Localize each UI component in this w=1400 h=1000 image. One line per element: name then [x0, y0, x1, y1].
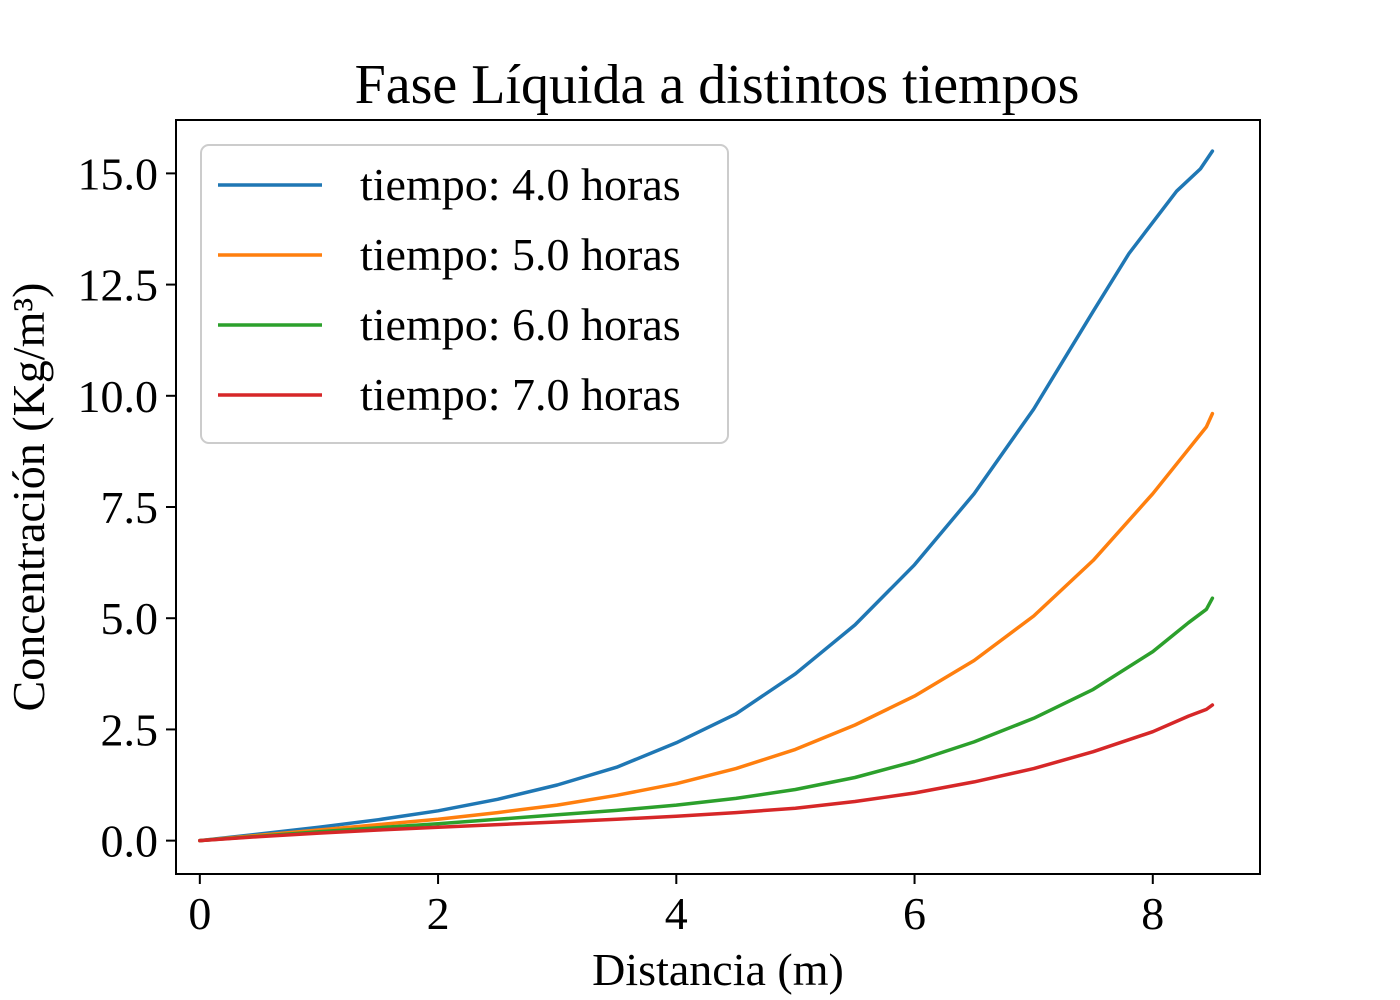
y-axis-ticks: 0.0 2.5 5.0 7.5 10.0 12.5 15.0	[78, 148, 176, 867]
x-tick-label: 2	[427, 888, 450, 939]
legend-label-1: tiempo: 4.0 horas	[360, 159, 681, 210]
legend-label-3: tiempo: 6.0 horas	[360, 299, 681, 350]
x-axis-ticks: 0 2 4 6 8	[188, 874, 1164, 939]
y-axis-label: Concentración (Kg/m³)	[3, 283, 54, 712]
legend-label-2: tiempo: 5.0 horas	[360, 229, 681, 280]
x-tick-label: 4	[665, 888, 688, 939]
y-tick-label: 12.5	[78, 260, 159, 311]
legend-box	[200, 144, 729, 444]
y-tick-label: 7.5	[101, 482, 159, 533]
plot-frame	[175, 119, 1261, 875]
series-line-2	[198, 411, 1215, 843]
x-tick-label: 8	[1141, 888, 1164, 939]
legend-items: tiempo: 4.0 horas tiempo: 5.0 horas tiempo…	[218, 159, 681, 420]
y-tick-label: 10.0	[78, 371, 159, 422]
legend-label-4: tiempo: 7.0 horas	[360, 369, 681, 420]
x-tick-label: 0	[188, 888, 211, 939]
x-axis-label: Distancia (m)	[592, 944, 844, 995]
y-tick-label: 15.0	[78, 148, 159, 199]
chart-title: Fase Líquida a distintos tiempos	[355, 54, 1080, 116]
series-line-1	[198, 149, 1215, 843]
plot-lines	[198, 149, 1215, 843]
legend: tiempo: 4.0 horas tiempo: 5.0 horas tiempo…	[200, 144, 729, 444]
series-line-3	[198, 596, 1215, 843]
series-line-4	[198, 703, 1215, 843]
x-tick-label: 6	[903, 888, 926, 939]
y-tick-label: 0.0	[101, 816, 159, 867]
y-tick-label: 2.5	[101, 704, 159, 755]
y-tick-label: 5.0	[101, 593, 159, 644]
